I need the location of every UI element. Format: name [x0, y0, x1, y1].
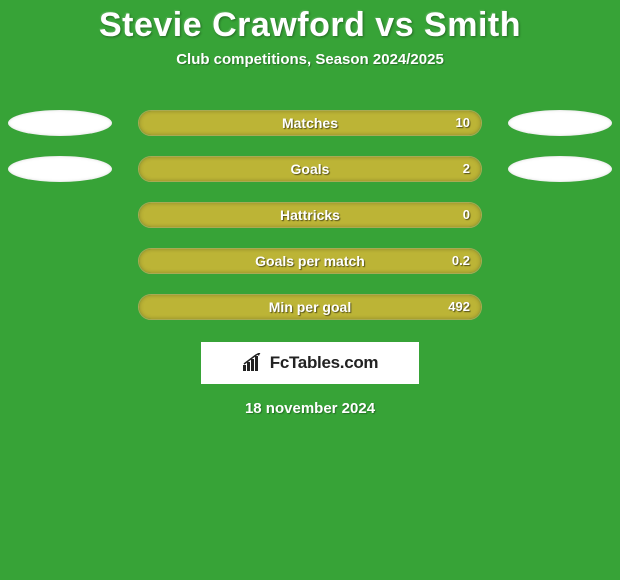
- stat-value-right: 0.2: [452, 248, 470, 274]
- bar-chart-icon: [242, 353, 264, 373]
- comparison-card: Stevie Crawford vs Smith Club competitio…: [0, 0, 620, 580]
- stat-row: Matches10: [0, 110, 620, 138]
- bar-track: [138, 294, 482, 320]
- stat-value-right: 2: [463, 156, 470, 182]
- date-text: 18 november 2024: [0, 400, 620, 417]
- page-title: Stevie Crawford vs Smith: [0, 0, 620, 45]
- stat-value-right: 492: [448, 294, 470, 320]
- brand-text: FcTables.com: [270, 353, 379, 373]
- right-marker: [508, 110, 612, 136]
- bar-track: [138, 110, 482, 136]
- bar-fill-right: [139, 157, 481, 181]
- bar-track: [138, 156, 482, 182]
- left-marker: [8, 156, 112, 182]
- page-subtitle: Club competitions, Season 2024/2025: [0, 51, 620, 68]
- stat-value-right: 10: [456, 110, 470, 136]
- brand-box: FcTables.com: [201, 342, 419, 384]
- bar-fill-right: [139, 249, 481, 273]
- stat-row: Hattricks0: [0, 202, 620, 230]
- bar-fill-right: [139, 203, 481, 227]
- stat-value-right: 0: [463, 202, 470, 228]
- bar-track: [138, 248, 482, 274]
- bar-track: [138, 202, 482, 228]
- stat-row: Goals2: [0, 156, 620, 184]
- bar-fill-right: [139, 111, 481, 135]
- stat-row: Goals per match0.2: [0, 248, 620, 276]
- stat-row: Min per goal492: [0, 294, 620, 322]
- bar-fill-right: [139, 295, 481, 319]
- stats-section: Matches10 Goals2 Hattricks0 Goals per match…: [0, 110, 620, 322]
- right-marker: [508, 156, 612, 182]
- left-marker: [8, 110, 112, 136]
